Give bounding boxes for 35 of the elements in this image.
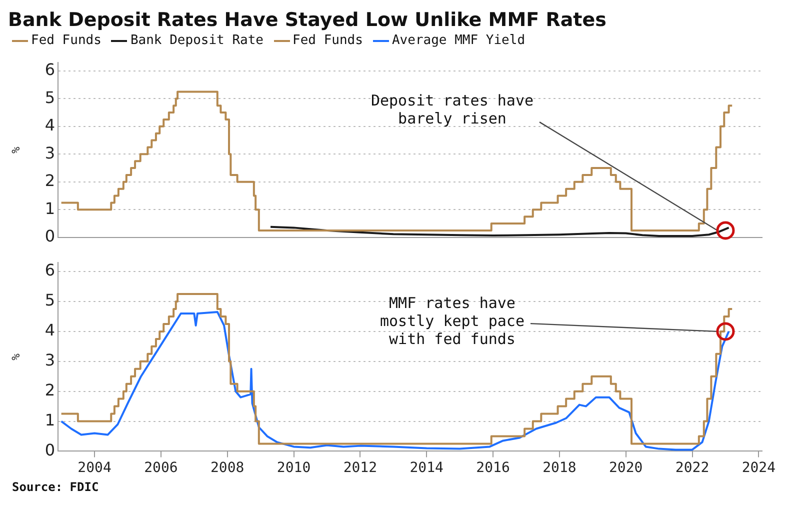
y-tick-label: 6 xyxy=(44,260,55,280)
x-tick-label: 2008 xyxy=(210,460,244,476)
x-tick-label: 2020 xyxy=(608,460,643,476)
y-tick-label: 1 xyxy=(44,198,55,218)
x-tick-label: 2012 xyxy=(343,460,378,476)
legend-label: Fed Funds xyxy=(292,32,363,50)
y-tick-label: 5 xyxy=(44,88,55,107)
y-axis-title: % xyxy=(9,146,22,154)
x-tick-label: 2014 xyxy=(410,460,444,476)
annotation: MMF rates have mostly kept pace with fed funds xyxy=(380,294,524,348)
y-tick-label: 2 xyxy=(44,380,55,400)
y-tick-label: 4 xyxy=(44,320,55,340)
x-tick-label: 2016 xyxy=(476,460,510,476)
x-tick-label: 2006 xyxy=(144,460,178,476)
legend-label: Bank Deposit Rate xyxy=(130,32,264,50)
source-note: Source: FDIC xyxy=(11,480,100,494)
x-tick-label: 2022 xyxy=(675,460,710,476)
legend-label: Average MMF Yield xyxy=(392,32,526,50)
chart-title: Bank Deposit Rates Have Stayed Low Unlike MMF Rates xyxy=(8,8,608,32)
annotation: Deposit rates have barely risen xyxy=(370,91,534,128)
y-axis-title: % xyxy=(9,353,22,360)
y-tick-label: 0 xyxy=(44,440,55,460)
y-tick-label: 6 xyxy=(44,60,55,80)
y-tick-label: 1 xyxy=(44,410,55,430)
x-tick-label: 2018 xyxy=(542,460,576,476)
x-tick-label: 2024 xyxy=(742,460,776,476)
x-tick-label: 2004 xyxy=(78,460,112,476)
y-tick-label: 0 xyxy=(44,226,55,246)
y-tick-label: 3 xyxy=(44,143,55,162)
y-tick-label: 3 xyxy=(44,350,55,370)
y-tick-label: 2 xyxy=(44,171,55,190)
y-tick-label: 5 xyxy=(44,290,55,310)
legend-label: Fed Funds xyxy=(31,32,102,50)
y-tick-label: 4 xyxy=(44,116,55,135)
x-tick-label: 2010 xyxy=(276,460,311,476)
